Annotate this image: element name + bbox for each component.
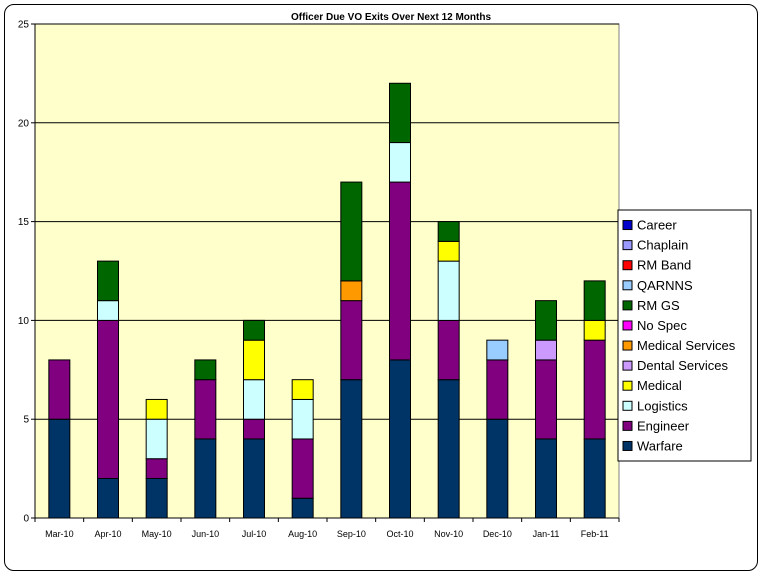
x-tick-label: Jun-10 [192, 529, 220, 539]
legend-swatch [622, 360, 633, 371]
bar-segment-medical [583, 319, 606, 341]
bar-segment-logistics [437, 260, 460, 321]
bar-segment-engineer [486, 359, 509, 420]
bar-segment-logistics [389, 142, 411, 183]
bar-segment-warfare [535, 438, 557, 519]
x-tick-label: Feb-11 [581, 529, 609, 539]
legend-swatch [622, 220, 633, 231]
bar-segment-logistics [243, 379, 265, 420]
y-tick-label: 0 [23, 514, 29, 525]
bar-segment-engineer [389, 181, 411, 361]
y-tick-label: 15 [18, 217, 30, 228]
bar-segment-warfare [145, 477, 168, 519]
bar-segment-engineer [291, 438, 314, 499]
bar-segment-engineer [48, 359, 71, 420]
bar-segment-rm-gs [97, 260, 119, 302]
legend-label: Warfare [637, 438, 683, 453]
bar-segment-medical [291, 379, 314, 400]
x-tick-label: Apr-10 [94, 529, 121, 539]
legend-swatch [622, 260, 633, 271]
y-tick-label: 25 [18, 20, 30, 31]
bar-segment-warfare [389, 359, 411, 519]
legend-swatch [622, 400, 633, 411]
legend-swatch [622, 300, 633, 311]
legend-label: Chaplain [637, 238, 688, 253]
x-tick-label: Aug-10 [288, 529, 317, 539]
legend-swatch [622, 380, 633, 391]
bar-segment-rm-gs [437, 221, 460, 242]
x-tick-label: Oct-10 [386, 529, 413, 539]
bar-segment-rm-gs [389, 82, 411, 144]
x-tick-label: Jul-10 [242, 529, 267, 539]
bar-segment-warfare [48, 418, 71, 519]
bar-segment-rm-gs [243, 319, 265, 341]
bar-segment-engineer [437, 319, 460, 381]
legend-label: QARNNS [637, 278, 693, 293]
bar-segment-warfare [97, 477, 119, 519]
bar-segment-logistics [291, 398, 314, 440]
bar-segment-dental-services [535, 339, 557, 361]
legend-label: Logistics [637, 398, 688, 413]
bar-segment-engineer [340, 300, 363, 381]
legend-box [617, 209, 752, 462]
legend-swatch [622, 340, 633, 351]
bar-segment-logistics [145, 418, 168, 460]
legend-label: Medical Services [637, 338, 736, 353]
bar-segment-logistics [97, 300, 119, 321]
x-tick-label: Mar-10 [45, 529, 74, 539]
y-tick-label: 20 [18, 118, 30, 129]
bar-segment-engineer [97, 319, 119, 479]
bar-segment-medical [243, 339, 265, 381]
legend-swatch [622, 320, 633, 331]
x-tick-label: May-10 [142, 529, 172, 539]
legend-label: RM Band [637, 258, 691, 273]
bar-segment-warfare [486, 418, 509, 519]
bar-segment-engineer [243, 418, 265, 440]
bar-segment-rm-gs [583, 280, 606, 321]
bar-segment-rm-gs [535, 300, 557, 341]
legend-label: RM GS [637, 298, 680, 313]
legend-swatch [622, 280, 633, 291]
legend-label: Dental Services [637, 358, 729, 373]
bar-segment-medical [145, 398, 168, 420]
legend-label: Engineer [637, 418, 690, 433]
bar-segment-rm-gs [340, 181, 363, 282]
bar-segment-warfare [291, 497, 314, 519]
bar-segment-medical [437, 240, 460, 262]
bar-segment-warfare [243, 438, 265, 519]
x-tick-label: Sep-10 [337, 529, 366, 539]
bar-segment-rm-gs [194, 359, 217, 381]
legend-swatch [622, 240, 633, 251]
legend-label: No Spec [637, 318, 687, 333]
plot-area [34, 23, 620, 519]
x-tick-label: Jan-11 [533, 529, 560, 539]
bar-segment-engineer [194, 379, 217, 440]
legend-swatch [622, 420, 633, 431]
x-tick-label: Dec-10 [483, 529, 512, 539]
bar-segment-medical-services [340, 280, 363, 302]
legend-label: Medical [637, 378, 682, 393]
bar-segment-qarnns [486, 339, 509, 361]
bar-segment-engineer [583, 339, 606, 440]
bar-segment-warfare [340, 379, 363, 519]
y-tick-label: 5 [23, 415, 29, 426]
legend-label: Career [637, 218, 677, 233]
bar-segment-warfare [194, 438, 217, 519]
x-tick-label: Nov-10 [434, 529, 463, 539]
legend-swatch [622, 440, 633, 451]
bar-segment-engineer [535, 359, 557, 440]
bar-segment-warfare [583, 438, 606, 519]
bar-segment-engineer [145, 458, 168, 479]
y-tick-label: 10 [18, 316, 30, 327]
bar-segment-warfare [437, 379, 460, 519]
chart-title: Officer Due VO Exits Over Next 12 Months [291, 12, 491, 23]
